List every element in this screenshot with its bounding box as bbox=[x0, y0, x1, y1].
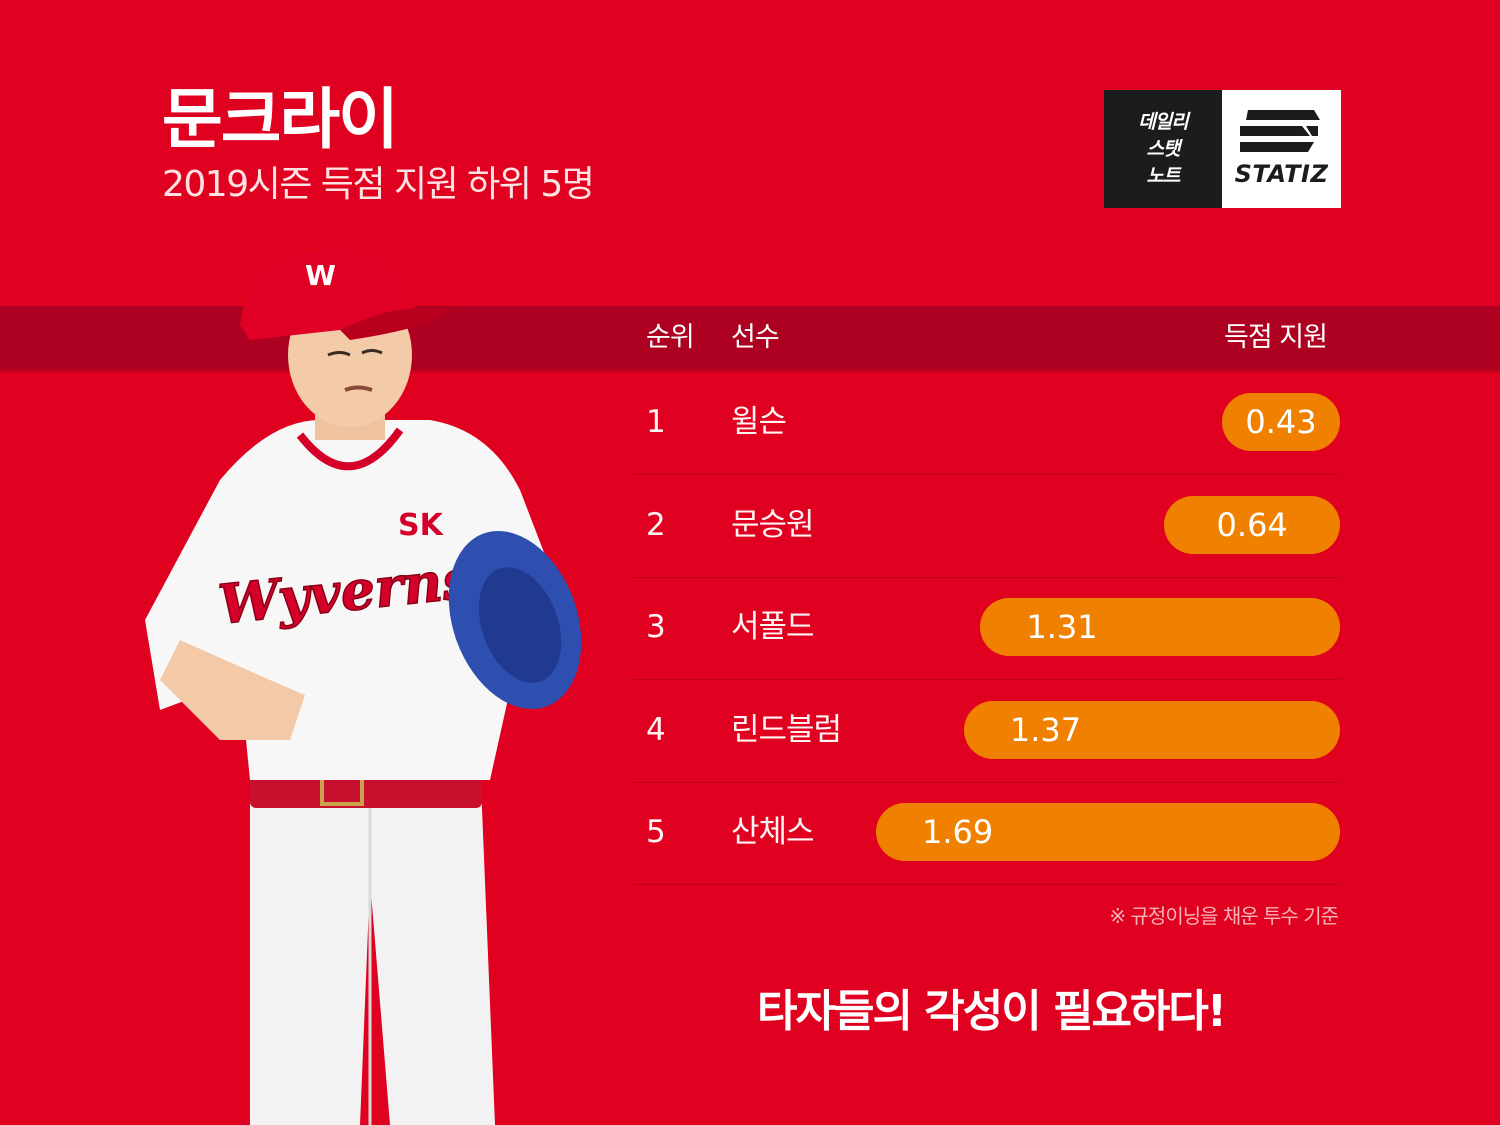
cap-logo: W bbox=[305, 259, 336, 292]
rank-label: 2 bbox=[646, 506, 666, 543]
table-header-shadow bbox=[0, 370, 1500, 373]
rank-label: 3 bbox=[646, 609, 666, 645]
value-label: 0.43 bbox=[1245, 403, 1317, 441]
badge-line-3: 노트 bbox=[1146, 164, 1181, 187]
player-name: 린드블럼 bbox=[731, 711, 842, 748]
value-label: 1.31 bbox=[1026, 608, 1098, 646]
player-name: 문승원 bbox=[731, 506, 815, 543]
value-label: 1.37 bbox=[1009, 710, 1082, 749]
value-bar: 0.64 bbox=[1164, 495, 1340, 554]
value-bar: 1.31 bbox=[980, 598, 1340, 656]
player-photo: SK Wyverns W bbox=[145, 249, 582, 1125]
value-bar: 1.69 bbox=[876, 803, 1340, 861]
column-header-rank: 순위 bbox=[646, 322, 695, 353]
row-divider bbox=[632, 884, 1340, 885]
column-header-value: 득점 지원 bbox=[1224, 322, 1328, 353]
value-bar: 1.37 bbox=[963, 700, 1340, 759]
rank-label: 4 bbox=[646, 711, 666, 748]
column-header-player: 선수 bbox=[731, 322, 780, 353]
jersey-team-label: SK bbox=[398, 508, 445, 543]
page-subtitle: 2019시즌 득점 지원 하위 5명 bbox=[162, 164, 595, 205]
player-name: 서폴드 bbox=[731, 609, 815, 645]
row-divider bbox=[632, 781, 1340, 783]
statiz-stripes-icon bbox=[1240, 110, 1320, 152]
statiz-logo: 데일리 스탯 노트 STATIZ bbox=[1104, 90, 1341, 208]
value-bar: 0.43 bbox=[1222, 393, 1340, 451]
daily-stat-note-badge: 데일리 스탯 노트 bbox=[1104, 90, 1222, 208]
row-divider bbox=[632, 576, 1340, 578]
tagline: 타자들의 각성이 필요하다! bbox=[757, 986, 1227, 1037]
statiz-badge: STATIZ bbox=[1222, 90, 1341, 208]
badge-line-2: 스탯 bbox=[1146, 137, 1181, 160]
statiz-wordmark: STATIZ bbox=[1234, 160, 1329, 188]
badge-line-1: 데일리 bbox=[1138, 110, 1188, 133]
row-divider bbox=[632, 679, 1340, 680]
footnote: ※ 규정이닝을 채운 투수 기준 bbox=[1109, 904, 1339, 928]
rank-label: 5 bbox=[646, 814, 666, 850]
player-name: 윌슨 bbox=[731, 404, 787, 440]
page-title: 문크라이 bbox=[162, 81, 399, 158]
value-label: 1.69 bbox=[922, 813, 994, 851]
row-divider bbox=[632, 474, 1340, 475]
player-name: 산체스 bbox=[731, 814, 815, 850]
rank-label: 1 bbox=[646, 404, 666, 440]
value-label: 0.64 bbox=[1216, 505, 1288, 544]
